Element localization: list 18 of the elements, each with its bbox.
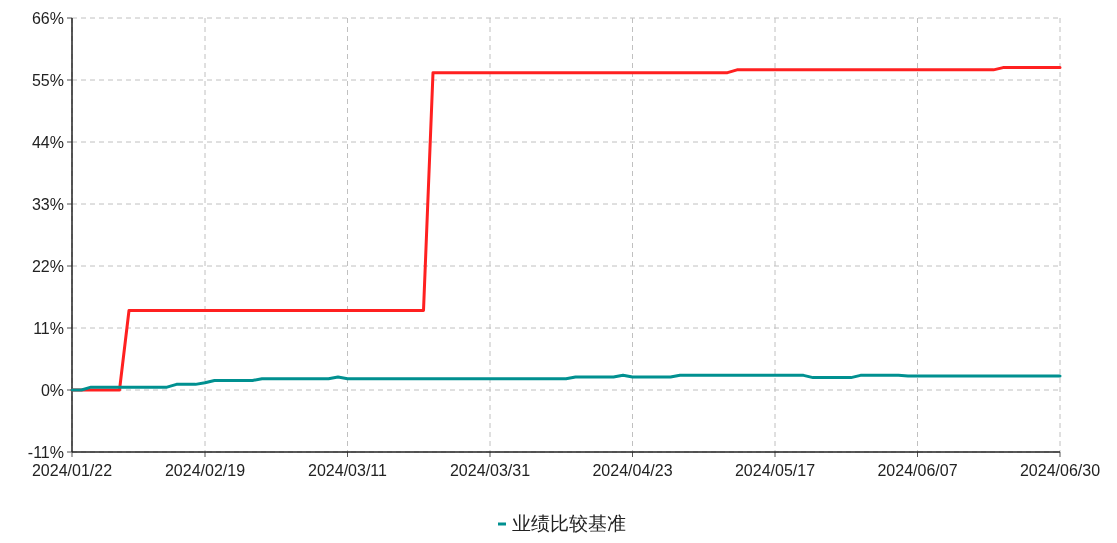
y-tick-label: 44% — [31, 134, 64, 151]
y-tick-label: 33% — [31, 196, 64, 213]
y-tick-label: -11% — [27, 444, 64, 461]
x-tick-label: 2024/04/23 — [592, 462, 673, 479]
x-tick-label: 2024/02/19 — [164, 462, 246, 479]
line-series — [70, 373, 1062, 392]
x-tick-label: 2024/05/17 — [734, 462, 816, 479]
y-tick-label: 11% — [33, 320, 64, 337]
x-tick-label: 2024/01/22 — [31, 462, 113, 479]
x-tick-label: 2024/06/07 — [877, 462, 958, 479]
x-tick-label: 2024/06/30 — [1019, 462, 1101, 479]
x-tick-label: 2024/03/11 — [308, 462, 388, 479]
x-tick-label: 2024/03/31 — [449, 462, 531, 479]
legend: 业绩比较基准 — [498, 513, 626, 534]
y-tick-label: 0% — [40, 382, 64, 399]
y-tick-label: 55% — [31, 72, 64, 89]
y-tick-label: 22% — [31, 258, 64, 275]
y-tick-label: 66% — [31, 10, 64, 27]
